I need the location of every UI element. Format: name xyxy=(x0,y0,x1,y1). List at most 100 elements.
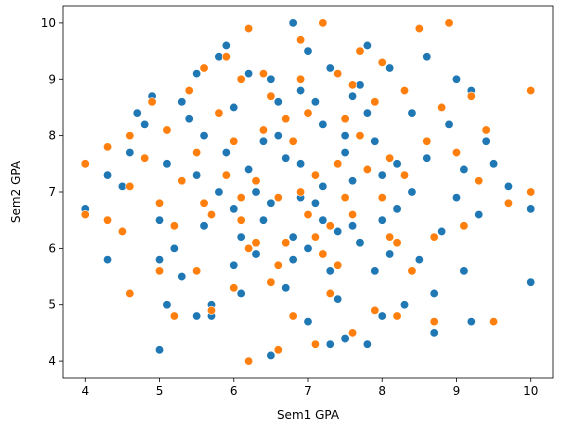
series-1-point xyxy=(340,131,350,141)
series-2-point xyxy=(385,232,395,242)
series-2-point xyxy=(340,193,350,203)
series-1-point xyxy=(362,339,372,349)
series-2-point xyxy=(303,108,313,118)
series-2-point xyxy=(370,97,380,107)
series-1-point xyxy=(266,198,276,208)
series-1-point xyxy=(103,170,113,180)
series-2-point xyxy=(125,131,135,141)
series-1-point xyxy=(348,176,358,186)
series-2-point xyxy=(429,232,439,242)
series-2-point xyxy=(340,114,350,124)
series-2-point xyxy=(236,74,246,84)
series-1-point xyxy=(303,317,313,327)
series-2-point xyxy=(318,249,328,259)
series-1-point xyxy=(273,97,283,107)
series-2-point xyxy=(325,288,335,298)
series-2-point xyxy=(281,238,291,248)
series-1-point xyxy=(125,148,135,158)
series-2-point xyxy=(333,69,343,79)
series-2-point xyxy=(429,317,439,327)
series-2-point xyxy=(103,215,113,225)
series-2-point xyxy=(377,57,387,67)
series-2-point xyxy=(206,210,216,220)
series-1-point xyxy=(244,164,254,174)
series-1-point xyxy=(244,69,254,79)
series-1-point xyxy=(192,69,202,79)
series-1-point xyxy=(407,108,417,118)
points-layer xyxy=(80,18,536,366)
x-tick-label: 4 xyxy=(81,384,89,398)
series-2-point xyxy=(489,317,499,327)
series-2-point xyxy=(103,142,113,152)
series-2-point xyxy=(244,24,254,34)
series-2-point xyxy=(400,170,410,180)
series-1-point xyxy=(385,249,395,259)
y-axis-ticks: 4 5 6 7 8 9 10 xyxy=(41,16,63,368)
series-2-point xyxy=(348,210,358,220)
series-2-point xyxy=(333,260,343,270)
series-2-point xyxy=(273,345,283,355)
series-2-point xyxy=(199,63,209,73)
series-2-point xyxy=(296,187,306,197)
series-2-point xyxy=(526,187,536,197)
series-1-point xyxy=(192,170,202,180)
series-2-point xyxy=(229,136,239,146)
x-axis-ticks: 4 5 6 7 8 9 10 xyxy=(81,378,538,398)
series-1-point xyxy=(221,148,231,158)
series-1-point xyxy=(258,136,268,146)
series-1-point xyxy=(140,119,150,129)
y-tick-label: 7 xyxy=(48,185,56,199)
y-tick-label: 9 xyxy=(48,72,56,86)
series-1-point xyxy=(258,215,268,225)
series-2-point xyxy=(303,210,313,220)
series-1-point xyxy=(355,238,365,248)
series-1-point xyxy=(526,204,536,214)
series-2-point xyxy=(370,305,380,315)
series-2-point xyxy=(244,243,254,253)
series-1-point xyxy=(251,187,261,197)
series-1-point xyxy=(214,187,224,197)
series-1-point xyxy=(310,198,320,208)
series-2-point xyxy=(392,311,402,321)
series-1-point xyxy=(303,243,313,253)
series-2-point xyxy=(407,266,417,276)
series-1-point xyxy=(340,148,350,158)
x-tick-label: 10 xyxy=(523,384,538,398)
x-axis-label: Sem1 GPA xyxy=(277,408,340,422)
series-1-point xyxy=(318,215,328,225)
series-2-point xyxy=(244,356,254,366)
series-2-point xyxy=(377,193,387,203)
y-tick-label: 10 xyxy=(41,16,56,30)
series-1-point xyxy=(348,221,358,231)
series-1-point xyxy=(333,226,343,236)
series-2-point xyxy=(355,131,365,141)
series-1-point xyxy=(459,266,469,276)
series-1-point xyxy=(437,226,447,236)
series-2-point xyxy=(214,108,224,118)
series-1-point xyxy=(199,131,209,141)
series-1-point xyxy=(155,255,165,265)
series-2-point xyxy=(236,193,246,203)
series-1-point xyxy=(296,86,306,96)
series-1-point xyxy=(333,294,343,304)
series-2-point xyxy=(273,260,283,270)
series-1-point xyxy=(310,97,320,107)
series-1-point xyxy=(288,232,298,242)
series-2-point xyxy=(355,46,365,56)
series-2-point xyxy=(288,136,298,146)
series-2-point xyxy=(258,125,268,135)
series-2-point xyxy=(177,176,187,186)
series-1-point xyxy=(103,255,113,265)
series-2-point xyxy=(526,86,536,96)
series-2-point xyxy=(155,266,165,276)
series-2-point xyxy=(451,148,461,158)
series-1-point xyxy=(273,131,283,141)
series-2-point xyxy=(466,91,476,101)
x-tick-label: 5 xyxy=(156,384,164,398)
series-2-point xyxy=(392,238,402,248)
y-tick-label: 5 xyxy=(48,298,56,312)
series-2-point xyxy=(169,221,179,231)
series-2-point xyxy=(199,198,209,208)
series-2-point xyxy=(147,97,157,107)
